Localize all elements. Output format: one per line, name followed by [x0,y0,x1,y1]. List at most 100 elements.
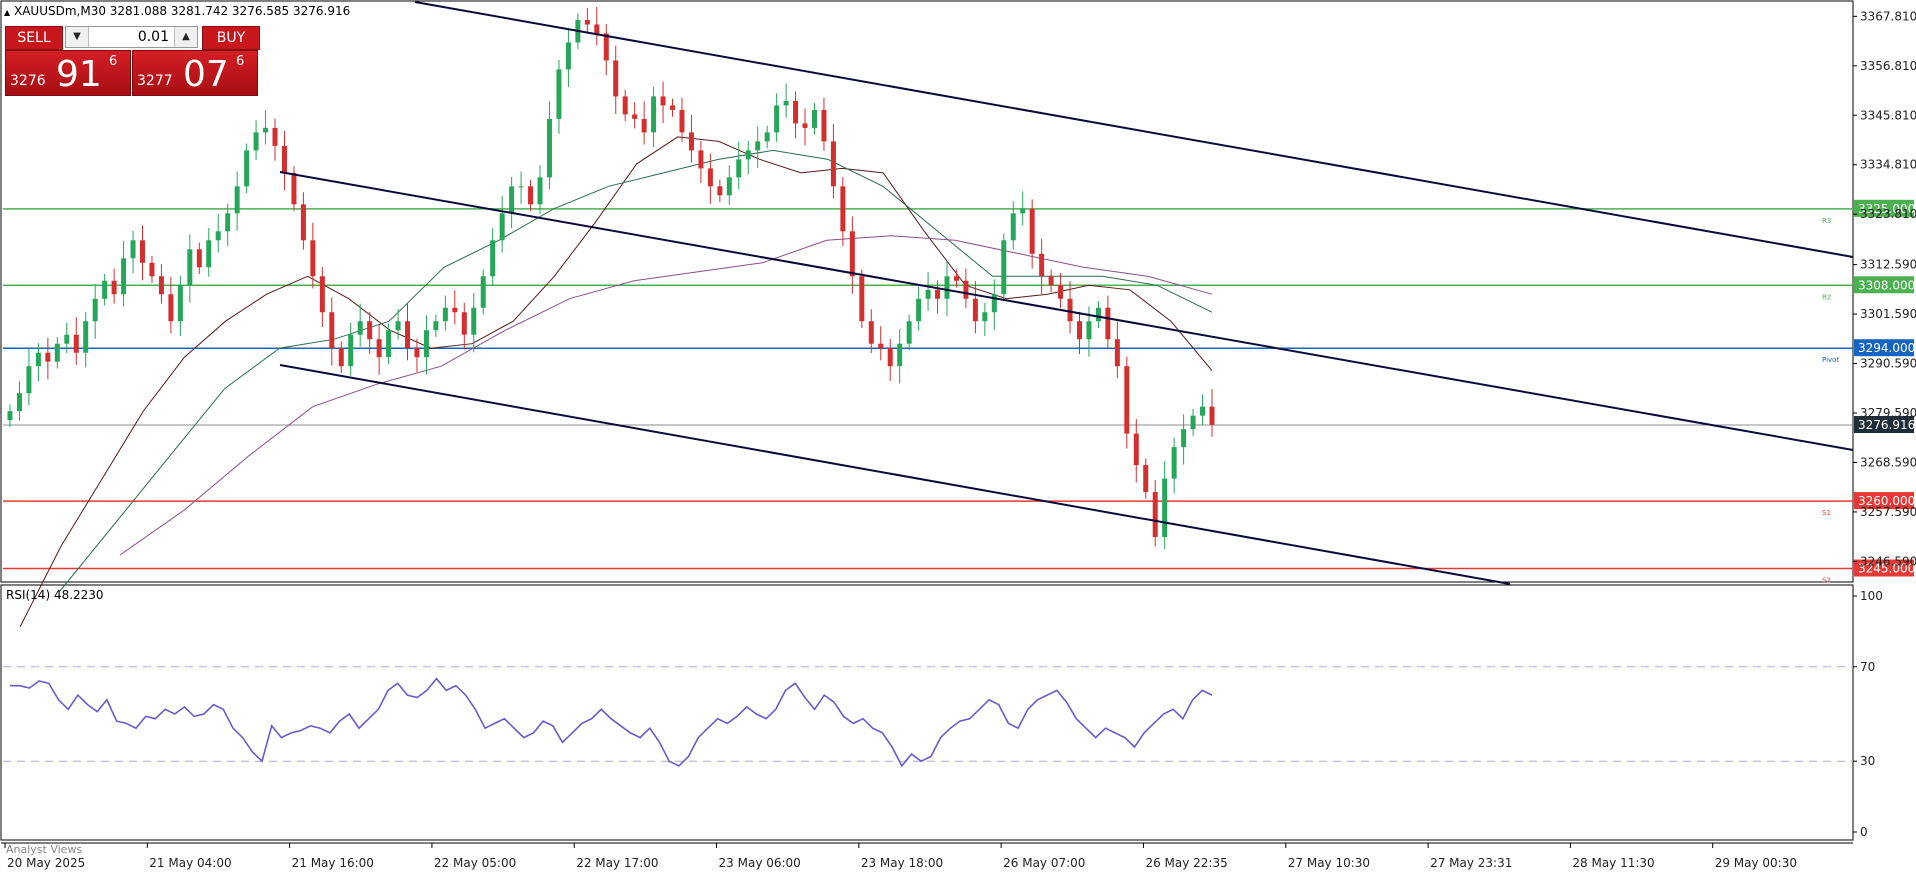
candle-body [291,172,297,205]
candle-body [1086,321,1092,340]
level-price-box [1854,559,1914,577]
level-name-s2: S2 [1822,577,1831,585]
level-price-box [1854,276,1914,294]
candle-body [613,60,619,97]
candle-body [594,24,600,34]
candle-body [300,204,306,241]
sell-price-button[interactable]: 3276 91 6 [5,50,131,96]
symbol-ohlc-text: XAUUSDm,M30 3281.088 3281.742 3276.585 3… [13,4,351,18]
candle-body [897,343,903,367]
candle-body [1152,492,1158,538]
candle-body [698,150,704,169]
candle-body [944,276,950,299]
candle-body [433,321,439,331]
collapse-triangle-icon[interactable]: ▲ [4,8,11,17]
bid-price-big: 91 [56,54,102,95]
candle-body [556,69,562,119]
candle-body [509,186,515,214]
candle-body [26,366,32,394]
channel-trendline [279,171,1854,451]
candle-body [102,280,108,299]
lot-increase-icon[interactable]: ▲ [174,27,197,47]
candle-body [925,289,931,299]
buy-price-button[interactable]: 3277 07 6 [132,50,258,96]
moving-average-line [59,149,1213,592]
candle-body [272,127,278,146]
candle-body [745,150,751,160]
candle-body [177,285,183,322]
level-price-box [1854,339,1914,357]
y-tick-label: 3334.810 [1860,158,1916,172]
candle-body [7,411,13,421]
level-price-box [1854,492,1914,510]
candle-body [1133,433,1139,466]
ask-price-big: 07 [183,54,229,95]
candle-body [471,307,477,335]
candle-body [679,109,685,133]
candle-body [348,334,354,367]
candle-body [423,330,429,358]
candle-body [982,312,988,322]
rsi-tick-label: 30 [1860,754,1875,768]
candle-body [1001,240,1007,295]
candle-body [187,249,193,286]
main-panel-frame [0,0,1854,583]
candle-body [1048,276,1054,286]
analyst-views-label: Analyst Views [6,843,83,856]
ask-price-sup: 6 [236,54,245,69]
level-price-label: 3294.000 [1858,341,1915,355]
candle-body [1209,406,1215,425]
bid-price-sup: 6 [109,54,118,69]
candle-body [206,240,212,268]
lot-size-input[interactable] [90,28,173,46]
candle-body [651,96,657,133]
candle-body [991,294,997,313]
candle-body [1058,285,1064,299]
channel-trendline [279,364,1511,585]
candle-body [688,132,694,151]
x-tick-label: 23 May 18:00 [861,856,943,870]
y-tick-label: 3268.590 [1860,455,1916,469]
level-price-label: 3325.000 [1858,202,1915,216]
y-tick-label: 3312.590 [1860,258,1916,272]
candle-body [225,213,231,232]
candle-body [16,393,22,412]
candle-body [338,348,344,367]
candle-body [395,321,401,331]
candle-body [45,352,51,362]
candle-body [707,168,713,187]
candle-body [140,240,146,263]
rsi-panel-frame [0,584,1854,841]
candle-body [405,321,411,349]
candle-body [726,177,732,196]
buy-button[interactable]: BUY [202,26,260,50]
candle-body [916,298,922,322]
rsi-line [10,677,1213,768]
candle-body [54,343,60,362]
candle-body [802,123,808,128]
candle-body [821,109,827,142]
candle-body [1124,366,1130,434]
candle-body [1067,298,1073,322]
candle-body [783,100,789,106]
level-price-box [1854,199,1914,217]
x-tick-label: 23 May 06:00 [719,856,801,870]
candle-body [1039,253,1045,277]
y-tick-label: 3323.810 [1860,207,1916,221]
candle-body [1029,208,1035,254]
sell-button[interactable]: SELL [5,26,63,50]
bid-price-prefix: 3276 [10,73,46,89]
level-name-s1: S1 [1822,509,1831,517]
x-tick-label: 21 May 16:00 [292,856,374,870]
candle-body [168,294,174,322]
y-tick-label: 3257.590 [1860,505,1916,519]
candle-body [1181,429,1187,448]
lot-decrease-icon[interactable]: ▼ [66,27,89,47]
level-price-label: 3260.000 [1858,494,1915,508]
candle-body [35,352,41,367]
candle-body [461,312,467,335]
candle-body [319,276,325,313]
candle-body [310,240,316,277]
candle-body [149,262,155,277]
